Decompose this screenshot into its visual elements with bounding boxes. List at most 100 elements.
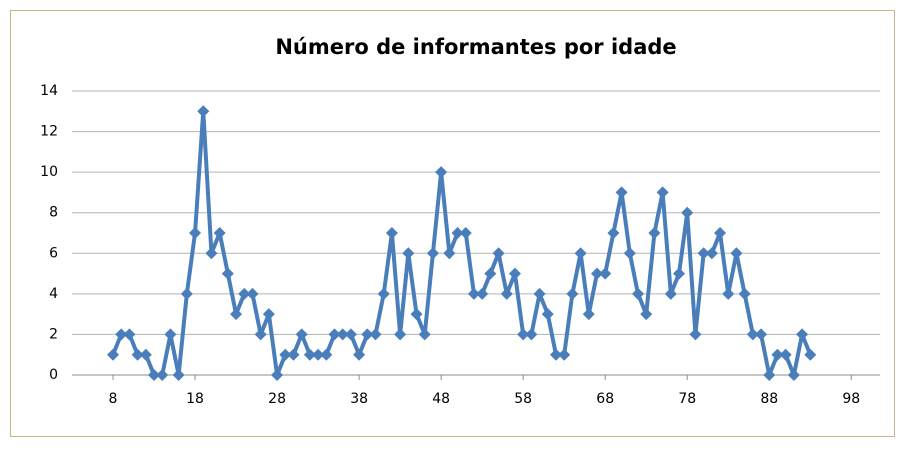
y-tick-label: 0 [49,367,58,383]
data-point [221,267,234,280]
data-point [139,348,152,361]
data-point [640,308,653,321]
data-point [632,287,645,300]
data-point [230,308,243,321]
data-point [156,369,169,381]
x-tick-label: 48 [432,391,450,407]
data-point [574,247,587,260]
data-point [738,287,751,300]
y-tick-label: 2 [49,326,58,342]
data-point [107,348,120,361]
data-point [443,247,456,260]
data-point [599,267,612,280]
data-point [796,328,809,341]
y-tick-label: 12 [40,124,58,140]
data-point [508,267,521,280]
x-tick-label: 18 [186,391,204,407]
data-point [615,186,628,199]
data-point [533,287,546,300]
y-tick-label: 8 [49,205,58,221]
data-point [722,287,735,300]
data-point [771,348,784,361]
x-tick-label: 28 [268,391,286,407]
data-point [328,328,341,341]
data-point [714,227,727,239]
data-point [541,308,554,321]
data-point [238,287,251,300]
data-point [697,247,710,260]
data-point [451,227,464,239]
data-point [287,348,300,361]
data-point [394,328,407,341]
data-point [517,328,530,341]
data-point [385,227,398,239]
data-point [148,369,161,381]
data-point [755,328,768,341]
data-point [115,328,128,341]
data-point [164,328,177,341]
data-point [131,348,144,361]
data-point [763,369,776,381]
data-point [336,328,349,341]
data-point [123,328,136,341]
x-tick-label: 38 [350,391,368,407]
y-tick-label: 4 [49,286,58,302]
data-point [189,227,202,239]
data-point [271,369,284,381]
data-point [197,105,210,118]
data-point [500,287,513,300]
data-point [213,227,226,239]
data-point [492,247,505,260]
data-point [279,348,292,361]
data-point [303,348,316,361]
x-tick-label: 98 [842,391,860,407]
data-point [410,308,423,321]
x-tick-label: 78 [678,391,696,407]
data-point [344,328,357,341]
data-point [689,328,702,341]
data-point [607,227,620,239]
data-point [262,308,275,321]
data-point [623,247,636,260]
data-point [476,287,489,300]
x-tick-label: 68 [596,391,614,407]
x-tick-label: 88 [760,391,778,407]
data-point [418,328,431,341]
x-tick-label: 58 [514,391,532,407]
data-point [804,348,817,361]
data-point [180,287,193,300]
data-point [673,267,686,280]
data-point [205,247,218,260]
chart-border [10,10,895,437]
data-point [377,287,390,300]
y-tick-label: 6 [49,245,58,261]
y-tick-label: 10 [40,164,58,180]
data-point [426,247,439,260]
chart-title: Número de informantes por idade [275,35,676,59]
y-tick-label: 14 [40,83,58,99]
data-point [664,287,677,300]
data-point [525,328,538,341]
data-point [246,287,259,300]
data-point [402,247,415,260]
data-point [566,287,579,300]
data-point [459,227,472,239]
data-point [705,247,718,260]
data-point [295,328,308,341]
data-point [435,166,448,179]
data-point [787,369,800,381]
data-point [353,348,366,361]
data-point [369,328,382,341]
data-point [484,267,497,280]
data-point [779,348,792,361]
data-point [558,348,571,361]
data-point [467,287,480,300]
data-point [361,328,374,341]
data-point [656,186,669,199]
data-point [254,328,267,341]
x-tick-label: 8 [109,391,118,407]
data-point [730,247,743,260]
data-point [582,308,595,321]
data-point [681,206,694,219]
